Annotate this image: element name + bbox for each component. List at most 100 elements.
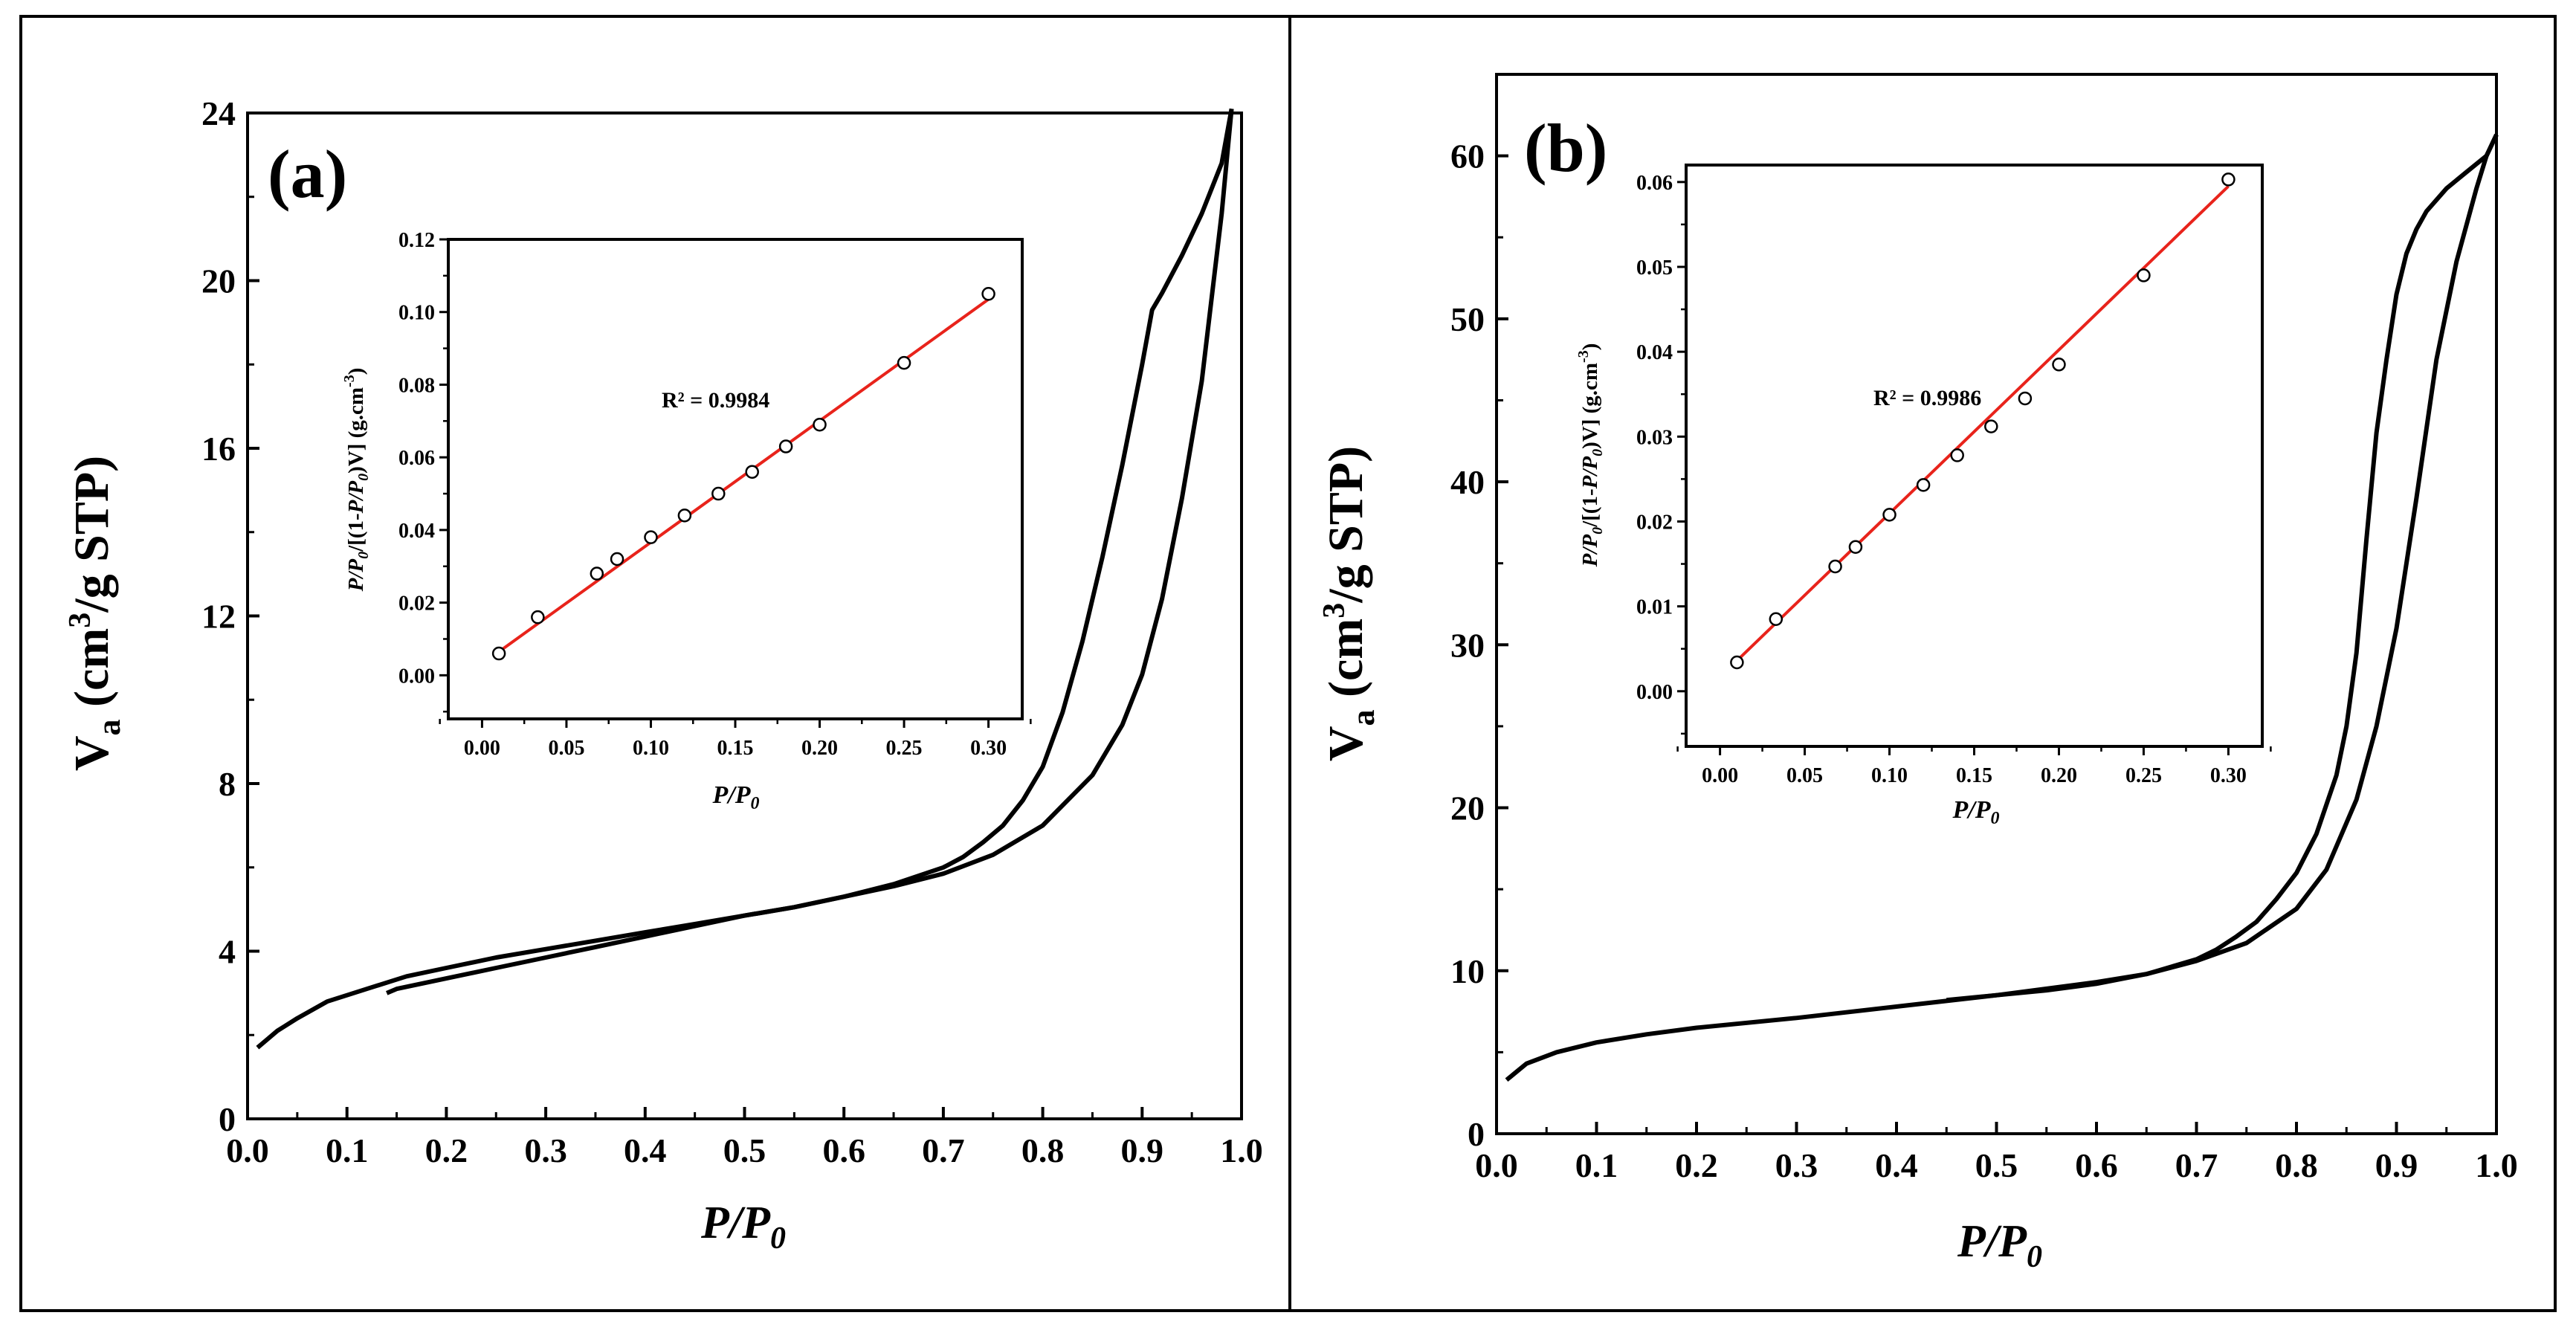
panel-b-y-tick-label: 30: [1450, 626, 1485, 664]
panel-a-inset-y-tick-label: 0.08: [398, 374, 435, 397]
panel-a-x-tick-label: 0.6: [822, 1131, 865, 1169]
panel-b-x-tick-label: 0.0: [1475, 1146, 1518, 1184]
panel-a-y-tick-label: 4: [219, 933, 236, 971]
panel-a-y-tick-label: 8: [219, 765, 236, 803]
panel-a-inset-data-point: [711, 486, 726, 501]
panel-a-x-tick-label: 0.9: [1121, 1131, 1164, 1169]
panel-b: 0.0 0.1 0.2 0.3 0.4 0.5 0.6 0.7 0.8 0.9 1.0 0 10 20 30…: [1317, 73, 2518, 1274]
panel-a-inset-x-tick-label: 0.20: [801, 737, 838, 760]
panel-a-inset-x-tick-label: 0.30: [970, 737, 1007, 760]
panel-b-inset-data-point: [2052, 358, 2066, 372]
panel-a-x-tick-label: 0.4: [624, 1131, 667, 1169]
panel-a-x-tick-label: 0.5: [723, 1131, 766, 1169]
panel-a-ylabel: Va (cm3/g STP): [63, 456, 127, 771]
panel-a-inset-x-tick-label: 0.05: [548, 737, 584, 760]
panel-b-x-tick-label: 0.7: [2175, 1146, 2218, 1184]
panel-b-label-box: [1517, 88, 1628, 183]
panel-a-inset-points: [491, 287, 995, 661]
panel-a-label: (a): [268, 136, 347, 212]
panel-a-inset-data-point: [745, 465, 759, 479]
panel-b-inset-data-point: [1730, 655, 1744, 670]
panel-b-inset-y-tick-label: 0.01: [1636, 596, 1673, 619]
panel-b-inset-y-tick-label: 0.00: [1636, 681, 1673, 704]
panel-b-inset-data-point: [2018, 391, 2033, 406]
panel-b-inset-data-point: [2221, 172, 2236, 187]
panel-a-inset-x-tick-label: 0.00: [464, 737, 500, 760]
panel-b-inset-x-tick-label: 0.20: [2041, 764, 2077, 787]
panel-b-inset-x-tick-label: 0.25: [2125, 764, 2162, 787]
panel-a-x-tick-label: 0.0: [226, 1131, 269, 1169]
panel-a-inset-data-point: [610, 552, 624, 566]
panel-b-desorption-curve: [1946, 133, 2499, 1003]
panel-b-inset-area: [1685, 164, 2264, 748]
panel-b-label: (b): [1524, 110, 1607, 186]
panel-a-inset-data-point: [644, 530, 658, 544]
panel-b-inset-y-tick-label: 0.03: [1636, 426, 1673, 449]
panel-a-inset-data-point: [677, 508, 692, 523]
panel-b-inset-xlabel: P/P0: [1952, 796, 2000, 828]
panel-b-x-tick-label: 0.2: [1675, 1146, 1718, 1184]
panel-a-inset-annotation: R² = 0.9984: [662, 388, 769, 413]
panel-a-inset-data-point: [778, 439, 793, 453]
panel-a-y-tick-label: 24: [201, 94, 236, 132]
panel-b-y-tick-label: 40: [1450, 463, 1485, 501]
panel-b-inset-data-point: [1950, 448, 1964, 462]
panel-a-inset-y-tick-label: 0.02: [398, 593, 435, 616]
panel-b-x-tick-label: 0.9: [2375, 1146, 2418, 1184]
panel-a-inset-data-point: [531, 610, 545, 624]
panel-a-inset-x-tick-label: 0.15: [717, 737, 754, 760]
panel-b-inset-data-point: [1769, 612, 1783, 627]
panel-b-inset-y-tick-label: 0.04: [1636, 341, 1673, 364]
panel-a-inset-data-point: [590, 566, 604, 581]
panel-a-ticks: 0.0 0.1 0.2 0.3 0.4 0.5 0.6 0.7 0.8 0.9 1.0 0 4 8 12 16…: [201, 94, 1263, 1169]
panel-b-inset-y-tick-label: 0.06: [1636, 172, 1673, 195]
panel-b-y-tick-label: 50: [1450, 300, 1485, 338]
panel-a-inset-y-tick-label: 0.12: [398, 229, 435, 252]
panel-a-inset-area: [447, 238, 1024, 720]
panel-a-inset-ticks: 0.00 0.05 0.10 0.15 0.20 0.25 0.30 0.00 0.02 0.04…: [398, 229, 1032, 760]
panel-a-inset-ylabel: P/P0/[(1-P/P0)V] (g.cm-3): [341, 368, 372, 593]
panel-a-desorption-curve: [386, 108, 1234, 995]
panel-a-y-tick-label: 16: [201, 430, 236, 468]
panel-b-inset-data-point: [1828, 559, 1842, 574]
panel-a-y-tick-label: 0: [219, 1100, 236, 1138]
panel-b-x-tick-label: 0.8: [2275, 1146, 2318, 1184]
panel-b-x-tick-label: 1.0: [2475, 1146, 2518, 1184]
panel-b-inset-data-point: [1882, 508, 1897, 522]
panel-b-inset-data-point: [1984, 419, 1998, 433]
panel-a-inset-y-tick-label: 0.04: [398, 520, 435, 543]
panel-b-inset-ticks: 0.00 0.05 0.10 0.15 0.20 0.25 0.30 0.00 0.01 0.02…: [1636, 172, 2272, 787]
panel-a-x-tick-label: 0.1: [326, 1131, 369, 1169]
panel-a-inset-x-tick-label: 0.25: [886, 737, 923, 760]
panel-b-inset-data-point: [1916, 478, 1931, 492]
panel-a-inset-data-point: [491, 646, 506, 661]
panel-b-inset-y-tick-label: 0.02: [1636, 511, 1673, 534]
panel-b-x-tick-label: 0.5: [1975, 1146, 2018, 1184]
panel-b-inset-fit: [1735, 185, 2230, 662]
panel-a-inset-y-tick-label: 0.00: [398, 665, 435, 688]
panel-a-inset-data-point: [981, 287, 995, 301]
panel-b-inset-x-tick-label: 0.15: [1956, 764, 1992, 787]
panel-b-inset-x-tick-label: 0.05: [1786, 764, 1823, 787]
panel-b-inset-y-tick-label: 0.05: [1636, 256, 1673, 280]
panel-a-inset-data-point: [897, 355, 911, 370]
panel-b-y-tick-label: 60: [1450, 138, 1485, 175]
panel-b-x-tick-label: 0.4: [1875, 1146, 1918, 1184]
panel-a-y-tick-label: 20: [201, 262, 236, 300]
panel-b-xlabel: P/P0: [1957, 1216, 2042, 1274]
panel-a-x-tick-label: 0.2: [425, 1131, 468, 1169]
panel-a-inset-y-tick-label: 0.10: [398, 302, 435, 325]
panel-b-y-tick-label: 10: [1450, 952, 1485, 990]
figure-frame: [19, 15, 2557, 1312]
panel-b-ticks: 0.0 0.1 0.2 0.3 0.4 0.5 0.6 0.7 0.8 0.9 1.0 0 10 20 30…: [1450, 138, 2518, 1184]
panel-b-inset-data-point: [2137, 268, 2151, 282]
panel-b-inset-x-tick-label: 0.00: [1702, 764, 1738, 787]
panel-b-inset-ylabel: P/P0/[(1-P/P0)V] (g.cm-3): [1575, 343, 1606, 568]
panel-b-curves: [1505, 133, 2499, 1082]
panel-a-inset-y-tick-label: 0.06: [398, 447, 435, 470]
panel-a-inset-xlabel: P/P0: [712, 781, 760, 813]
panel-b-inset-data-point: [1848, 540, 1863, 554]
panel-b-inset-points: [1730, 172, 2236, 670]
panel-a-curves: [256, 108, 1234, 1050]
